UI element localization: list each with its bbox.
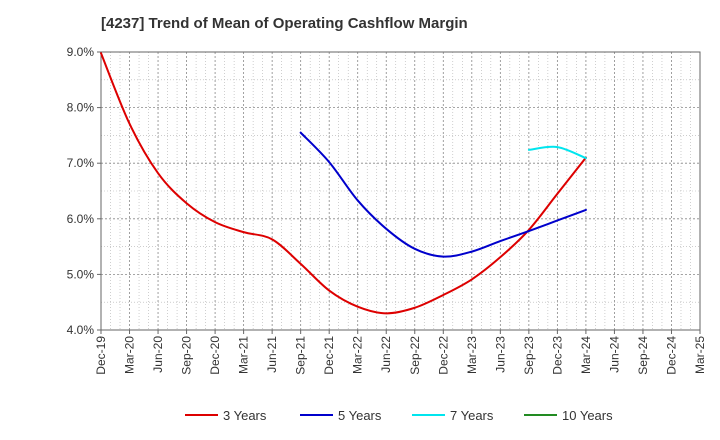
x-tick-label: Sep-20 xyxy=(180,336,194,375)
x-tick-label: Mar-21 xyxy=(237,336,251,374)
axis-labels: 4.0% 5.0% 6.0% 7.0% 8.0% 9.0% Dec-19 Mar-20 Jun-… xyxy=(67,45,707,375)
x-tick-label: Jun-20 xyxy=(151,336,165,373)
x-tick-label: Dec-23 xyxy=(550,336,564,375)
y-tick-label: 7.0% xyxy=(67,156,95,170)
legend-label: 7 Years xyxy=(450,408,494,423)
x-tick-label: Sep-22 xyxy=(408,336,422,375)
legend-label: 3 Years xyxy=(223,408,267,423)
x-tick-label: Mar-25 xyxy=(693,336,707,374)
series-line-3-years xyxy=(100,52,587,315)
x-tick-label: Jun-22 xyxy=(379,336,393,373)
x-tick-label: Dec-24 xyxy=(664,336,678,375)
chart-title: [4237] Trend of Mean of Operating Cashfl… xyxy=(101,15,468,32)
x-tick-label: Dec-20 xyxy=(208,336,222,375)
y-tick-label: 4.0% xyxy=(67,323,95,337)
x-tick-label: Dec-22 xyxy=(436,336,450,375)
legend: 3 Years 5 Years 7 Years 10 Years xyxy=(185,408,613,423)
x-tick-label: Mar-22 xyxy=(351,336,365,374)
x-tick-label: Sep-23 xyxy=(522,336,536,375)
plot-area xyxy=(100,51,701,331)
y-tick-label: 8.0% xyxy=(67,101,95,115)
series-line-5-years xyxy=(299,131,587,258)
y-tick-label: 5.0% xyxy=(67,267,95,281)
y-tick-label: 9.0% xyxy=(67,45,95,59)
x-tick-label: Mar-23 xyxy=(465,336,479,374)
x-tick-label: Jun-23 xyxy=(493,336,507,373)
x-tick-label: Mar-24 xyxy=(579,336,593,374)
legend-label: 10 Years xyxy=(562,408,613,423)
x-tick-label: Jun-21 xyxy=(265,336,279,373)
x-tick-label: Sep-21 xyxy=(294,336,308,375)
x-tick-label: Jun-24 xyxy=(607,336,621,373)
grid-lines xyxy=(100,51,701,331)
series-line-7-years xyxy=(527,145,587,160)
x-tick-label: Sep-24 xyxy=(636,336,650,375)
y-tick-label: 6.0% xyxy=(67,212,95,226)
legend-label: 5 Years xyxy=(338,408,382,423)
x-tick-label: Mar-20 xyxy=(123,336,137,374)
series-lines xyxy=(100,52,587,315)
x-tick-label: Dec-19 xyxy=(94,336,108,375)
x-tick-label: Dec-21 xyxy=(322,336,336,375)
